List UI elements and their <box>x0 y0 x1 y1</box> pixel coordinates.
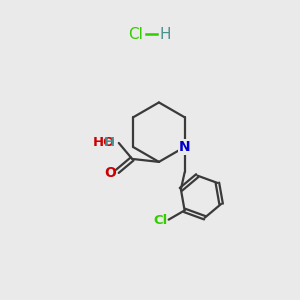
Text: Cl: Cl <box>128 27 142 42</box>
Text: HO: HO <box>93 136 115 149</box>
Text: O: O <box>104 166 116 180</box>
Text: H: H <box>159 27 171 42</box>
Text: H: H <box>104 136 115 149</box>
Text: Cl: Cl <box>153 214 167 227</box>
Text: N: N <box>179 140 190 154</box>
